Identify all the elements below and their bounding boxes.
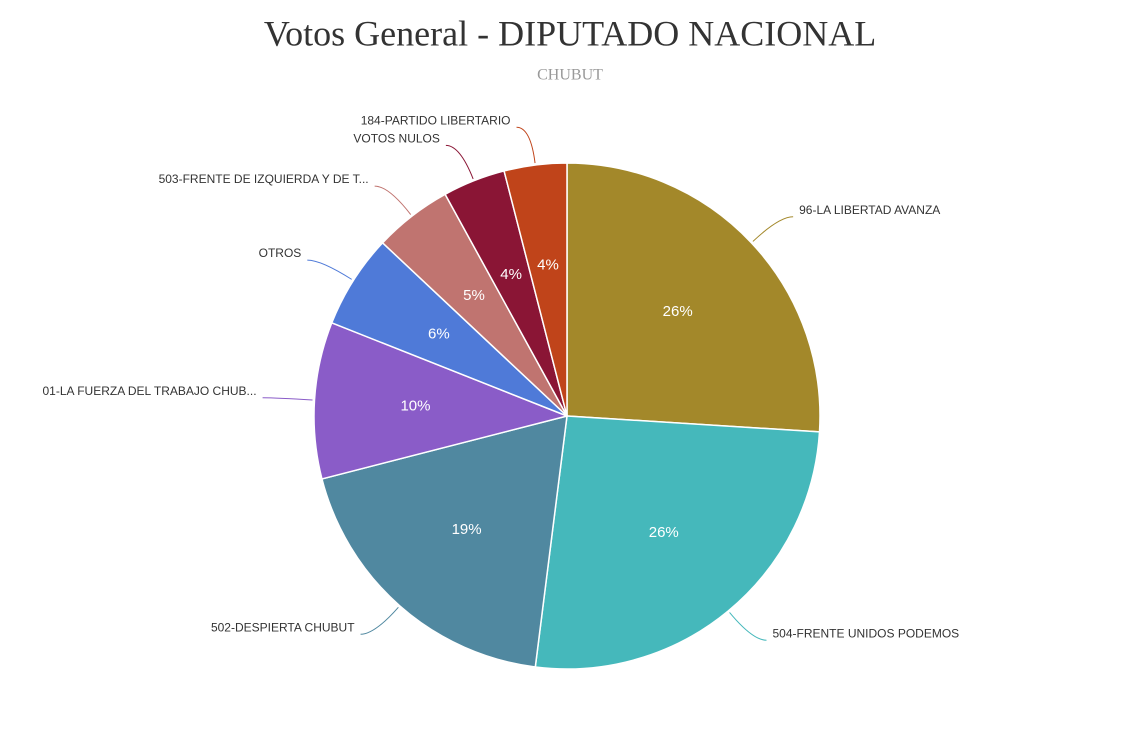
pie-slice: [503, 162, 568, 417]
leader-line: [516, 126, 536, 164]
percent-label: 4%: [537, 256, 559, 273]
percent-label: 26%: [649, 524, 679, 541]
percent-label: 6%: [428, 326, 450, 343]
leader-line: [445, 144, 474, 180]
slice-label: 184-PARTIDO LIBERTARIO: [361, 113, 511, 127]
percent-label: 26%: [663, 303, 693, 320]
chart-subtitle: CHUBUT: [537, 67, 603, 84]
slice-label: 96-LA LIBERTAD AVANZA: [799, 203, 940, 217]
leader-line: [307, 259, 352, 280]
pie-slice: [534, 415, 821, 670]
chart-title: Votos General - DIPUTADO NACIONAL: [264, 13, 876, 53]
leader-line: [729, 612, 767, 641]
pie-slice: [566, 162, 821, 433]
slice-label: 503-FRENTE DE IZQUIERDA Y DE T...: [159, 172, 369, 186]
slice-label: VOTOS NULOS: [353, 132, 439, 146]
percent-label: 19%: [452, 521, 482, 538]
percent-label: 5%: [463, 287, 485, 304]
slice-label: 01-LA FUERZA DEL TRABAJO CHUB...: [43, 384, 257, 398]
leader-line: [374, 185, 412, 215]
slice-label: OTROS: [259, 246, 302, 260]
percent-label: 4%: [500, 266, 522, 283]
leader-line: [360, 606, 399, 635]
slice-label: 502-DESPIERTA CHUBUT: [211, 620, 355, 634]
percent-label: 10%: [400, 397, 430, 414]
pie-slice: [313, 321, 570, 480]
slice-label: 504-FRENTE UNIDOS PODEMOS: [772, 626, 959, 640]
leader-line: [262, 397, 313, 401]
pie-slice: [321, 414, 568, 668]
leader-line: [752, 216, 794, 242]
